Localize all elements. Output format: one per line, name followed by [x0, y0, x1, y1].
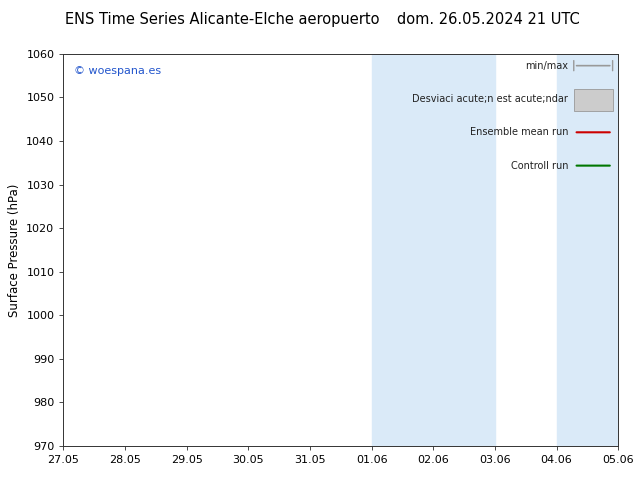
Bar — [574, 89, 612, 111]
Bar — [372, 54, 495, 446]
Text: Ensemble mean run: Ensemble mean run — [470, 127, 568, 137]
Text: dom. 26.05.2024 21 UTC: dom. 26.05.2024 21 UTC — [397, 12, 579, 27]
Text: min/max: min/max — [525, 61, 568, 71]
Text: ENS Time Series Alicante-Elche aeropuerto: ENS Time Series Alicante-Elche aeropuert… — [65, 12, 379, 27]
Bar — [557, 54, 618, 446]
Y-axis label: Surface Pressure (hPa): Surface Pressure (hPa) — [8, 183, 21, 317]
Text: Controll run: Controll run — [511, 161, 568, 171]
Text: Desviaci acute;n est acute;ndar: Desviaci acute;n est acute;ndar — [412, 94, 568, 104]
Text: © woespana.es: © woespana.es — [75, 66, 162, 75]
